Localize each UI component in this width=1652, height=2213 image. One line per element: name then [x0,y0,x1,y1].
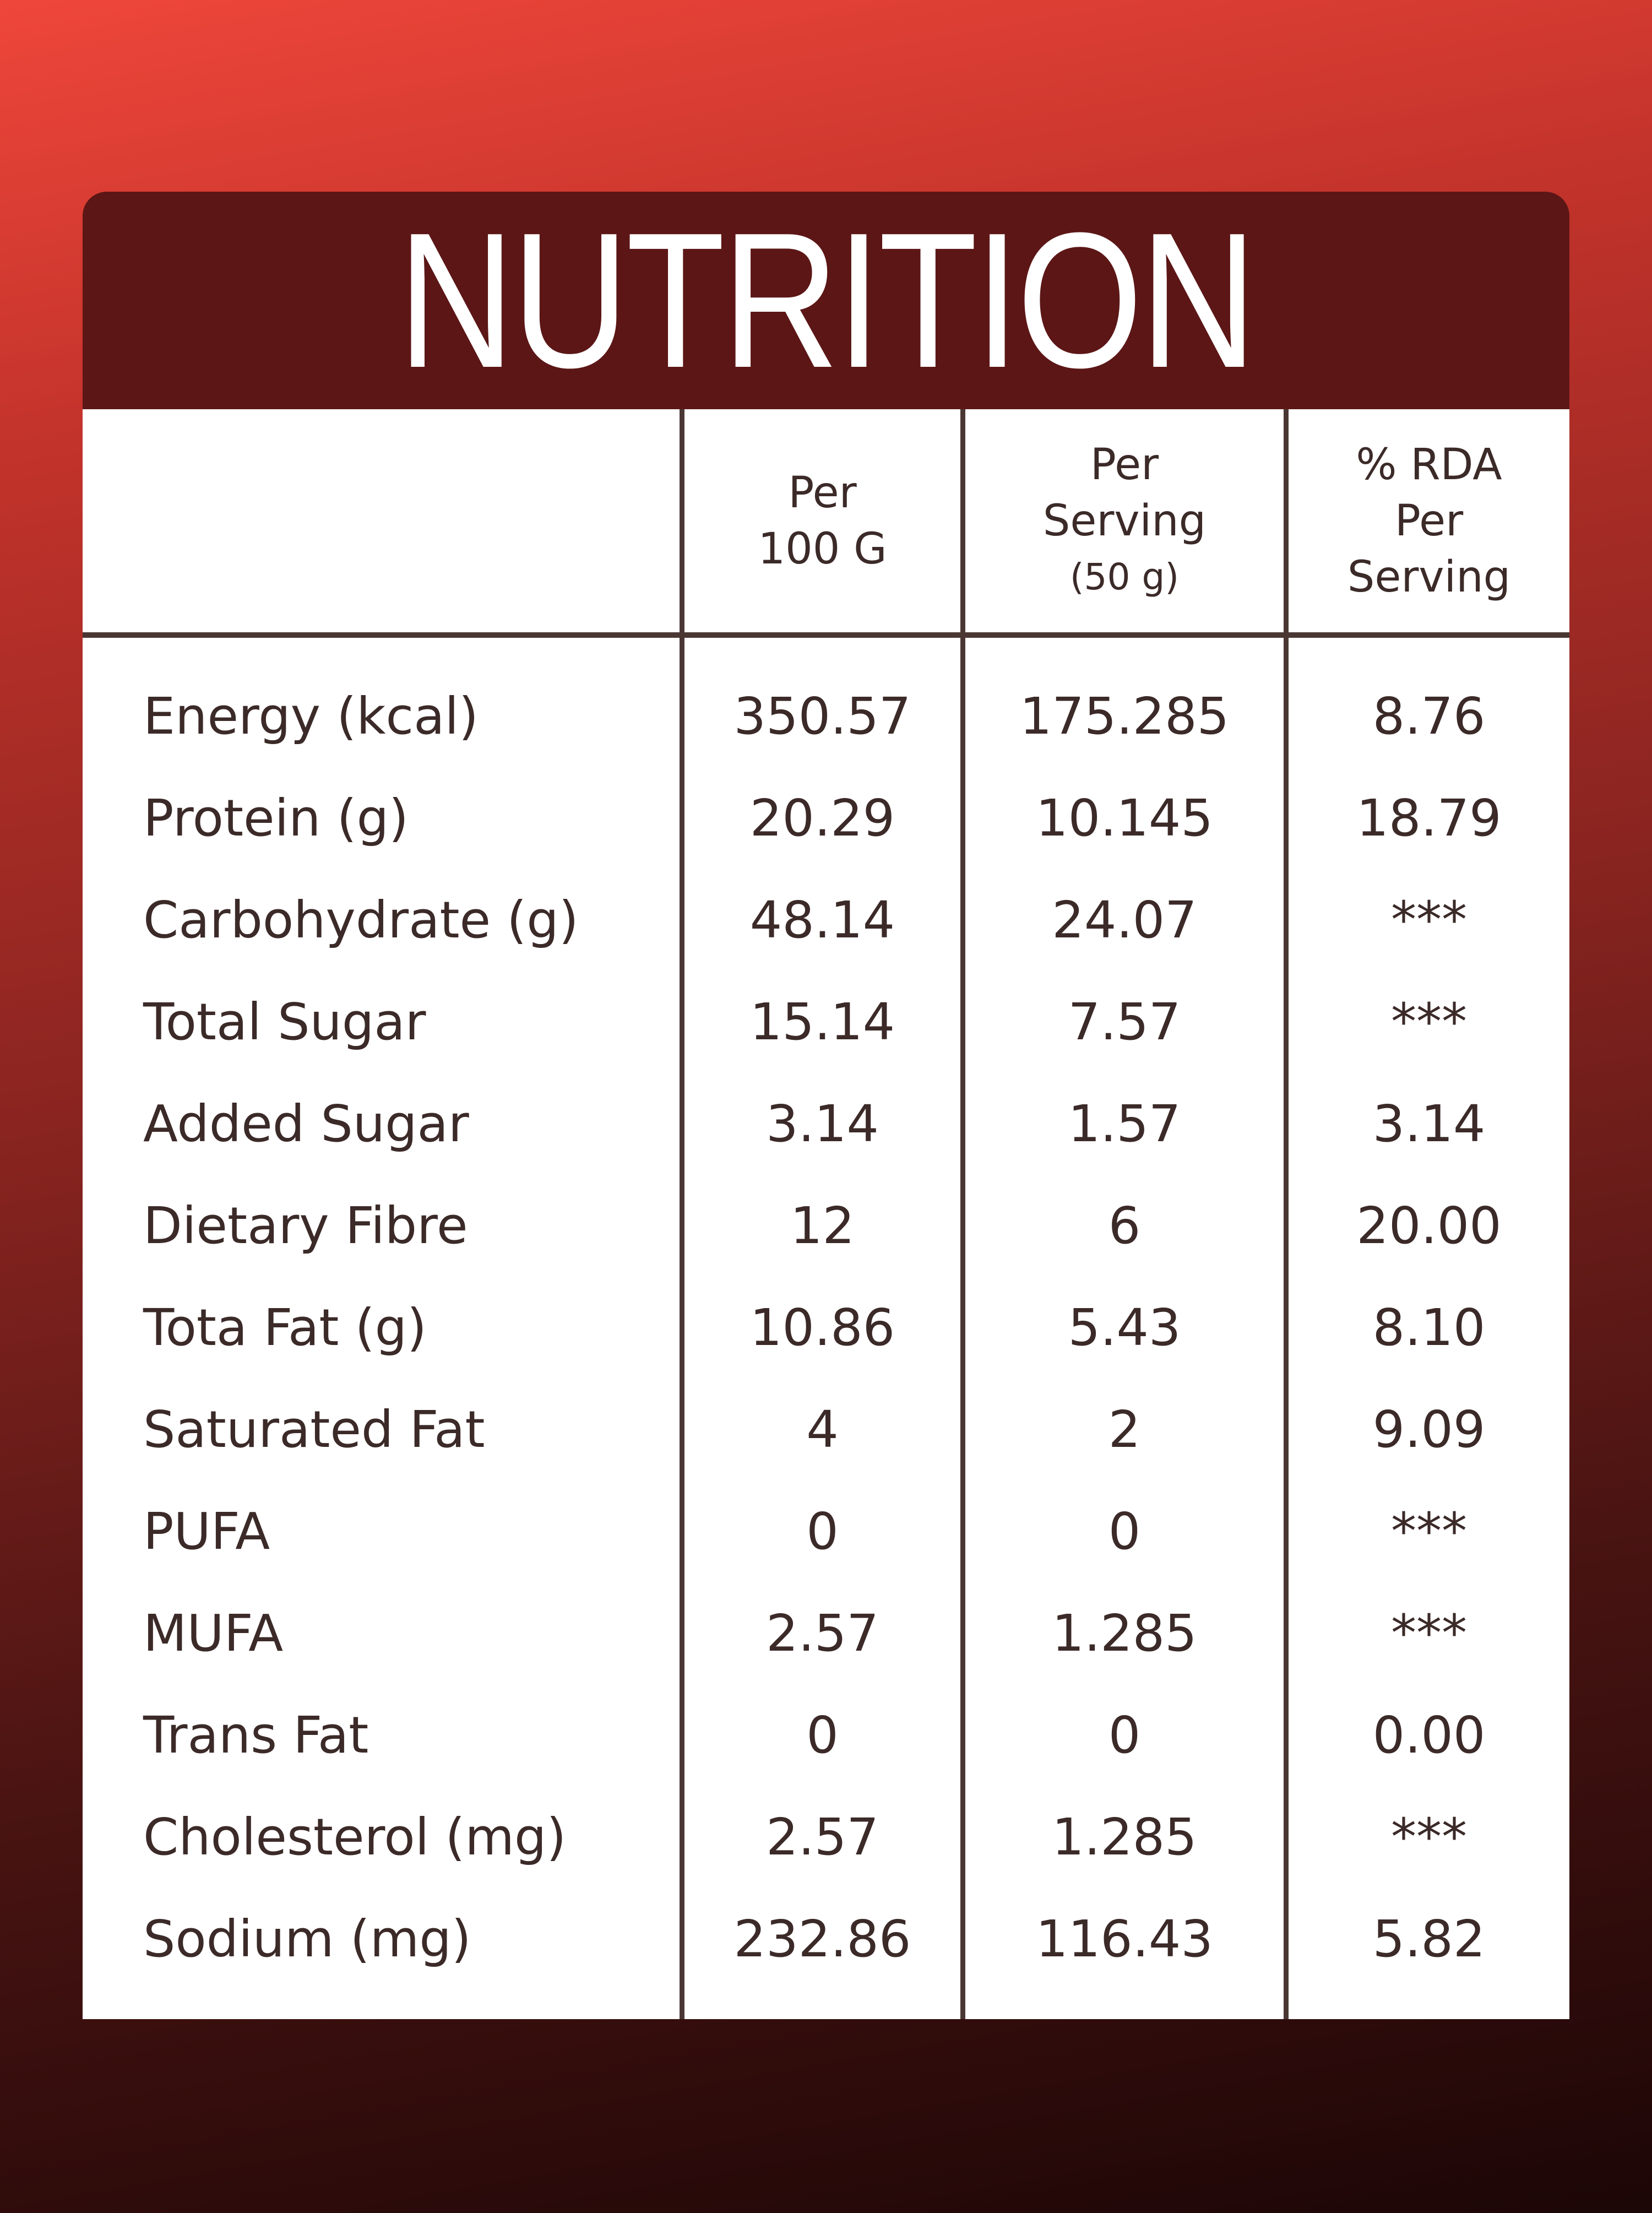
value-rda: 8.10 [1372,1298,1486,1357]
value-per-serving: 116.43 [1036,1910,1213,1968]
value-per-100g: 10.86 [749,1298,895,1357]
value-rda: *** [1391,1604,1467,1663]
value-per-100g: 12 [790,1196,855,1255]
nutrient-name: Sodium (mg) [143,1910,471,1968]
nutrient-name: Added Sugar [143,1094,469,1153]
value-rda: 9.09 [1372,1400,1486,1459]
page-title: NUTRITION FACTS [398,193,1257,626]
value-per-100g: 20.29 [749,789,895,848]
value-per-serving: 10.145 [1036,789,1213,848]
nutrient-name: Carbohydrate (g) [143,891,579,950]
table-row: Total Sugar 15.14 7.57 *** [83,971,1569,1073]
nutrient-name: MUFA [143,1604,284,1663]
header-rda-line-1: % RDA [1356,440,1502,490]
table-row: Carbohydrate (g) 48.14 24.07 *** [83,869,1569,971]
table-row: Tota Fat (g) 10.86 5.43 8.10 [83,1277,1569,1379]
value-per-100g: 0 [806,1502,839,1561]
table-row: Saturated Fat 4 2 9.09 [83,1379,1569,1480]
value-per-100g: 4 [806,1400,839,1459]
table-row: Energy (kcal) 350.57 175.285 8.76 [83,665,1569,767]
value-per-serving: 175.285 [1019,687,1230,746]
value-per-serving: 2 [1108,1400,1141,1459]
table-row: Trans Fat 0 0 0.00 [83,1684,1569,1786]
value-per-100g: 15.14 [749,992,895,1051]
header-per-100g-line-1: Per [788,468,857,518]
table-row: MUFA 2.57 1.285 *** [83,1582,1569,1684]
header-per-100g: Per 100 G [684,409,960,632]
value-per-100g: 2.57 [766,1808,879,1867]
header-rda-line-2: Per [1394,496,1464,546]
table-row: Dietary Fibre 12 6 20.00 [83,1175,1569,1277]
value-per-serving: 1.285 [1052,1604,1197,1663]
value-per-serving: 0 [1108,1502,1141,1561]
column-divider-1 [680,409,684,2019]
value-per-100g: 3.14 [766,1094,879,1153]
table-row: PUFA 0 0 *** [83,1480,1569,1582]
value-rda: *** [1391,992,1467,1051]
value-rda: *** [1391,891,1467,950]
header-per-100g-line-2: 100 G [758,524,887,574]
column-divider-2 [960,409,965,2019]
table-row: Protein (g) 20.29 10.145 18.79 [83,767,1569,869]
value-per-100g: 350.57 [733,687,911,746]
nutrient-name: Cholesterol (mg) [143,1808,567,1867]
value-rda: 18.79 [1356,789,1502,848]
nutrient-name: Energy (kcal) [143,687,479,746]
header-per-serving-line-2: Serving [1042,496,1207,546]
value-per-100g: 232.86 [733,1910,911,1968]
column-divider-3 [1284,409,1289,2019]
nutrition-facts-card: NUTRITION FACTS Per 100 G Per Serving (5… [83,192,1569,2019]
value-rda: 0.00 [1372,1706,1486,1765]
header-divider [83,632,1569,638]
header-rda: % RDA Per Serving [1289,409,1569,632]
value-per-100g: 2.57 [766,1604,879,1663]
value-rda: 8.76 [1372,687,1486,746]
value-per-100g: 0 [806,1706,839,1765]
header-per-serving-line-1: Per [1090,440,1159,490]
value-per-100g: 48.14 [749,891,895,950]
header-per-serving-note: (50 g) [1069,555,1180,598]
value-rda: *** [1391,1808,1467,1867]
nutrient-name: Trans Fat [143,1706,369,1765]
nutrient-name: Dietary Fibre [143,1196,468,1255]
value-rda: 20.00 [1356,1196,1502,1255]
value-per-serving: 5.43 [1068,1298,1181,1357]
value-rda: *** [1391,1502,1467,1561]
value-per-serving: 1.285 [1052,1808,1197,1867]
value-per-serving: 7.57 [1068,992,1181,1051]
value-per-serving: 0 [1108,1706,1141,1765]
value-rda: 3.14 [1372,1094,1486,1153]
value-per-serving: 6 [1108,1196,1141,1255]
table-row: Sodium (mg) 232.86 116.43 5.82 [83,1888,1569,1990]
nutrient-name: Protein (g) [143,789,409,848]
title-bar: NUTRITION FACTS [83,192,1569,626]
value-per-serving: 24.07 [1052,891,1197,950]
nutrient-name: PUFA [143,1502,270,1561]
nutrient-name: Tota Fat (g) [143,1298,427,1357]
value-per-serving: 1.57 [1068,1094,1181,1153]
value-rda: 5.82 [1372,1910,1486,1968]
header-per-serving: Per Serving (50 g) [965,409,1284,632]
header-rda-line-3: Serving [1347,552,1511,602]
nutrient-name: Saturated Fat [143,1400,485,1459]
table-row: Cholesterol (mg) 2.57 1.285 *** [83,1786,1569,1888]
nutrient-name: Total Sugar [143,992,426,1051]
nutrition-table: Per 100 G Per Serving (50 g) % RDA Per S… [83,409,1569,2019]
table-row: Added Sugar 3.14 1.57 3.14 [83,1073,1569,1175]
